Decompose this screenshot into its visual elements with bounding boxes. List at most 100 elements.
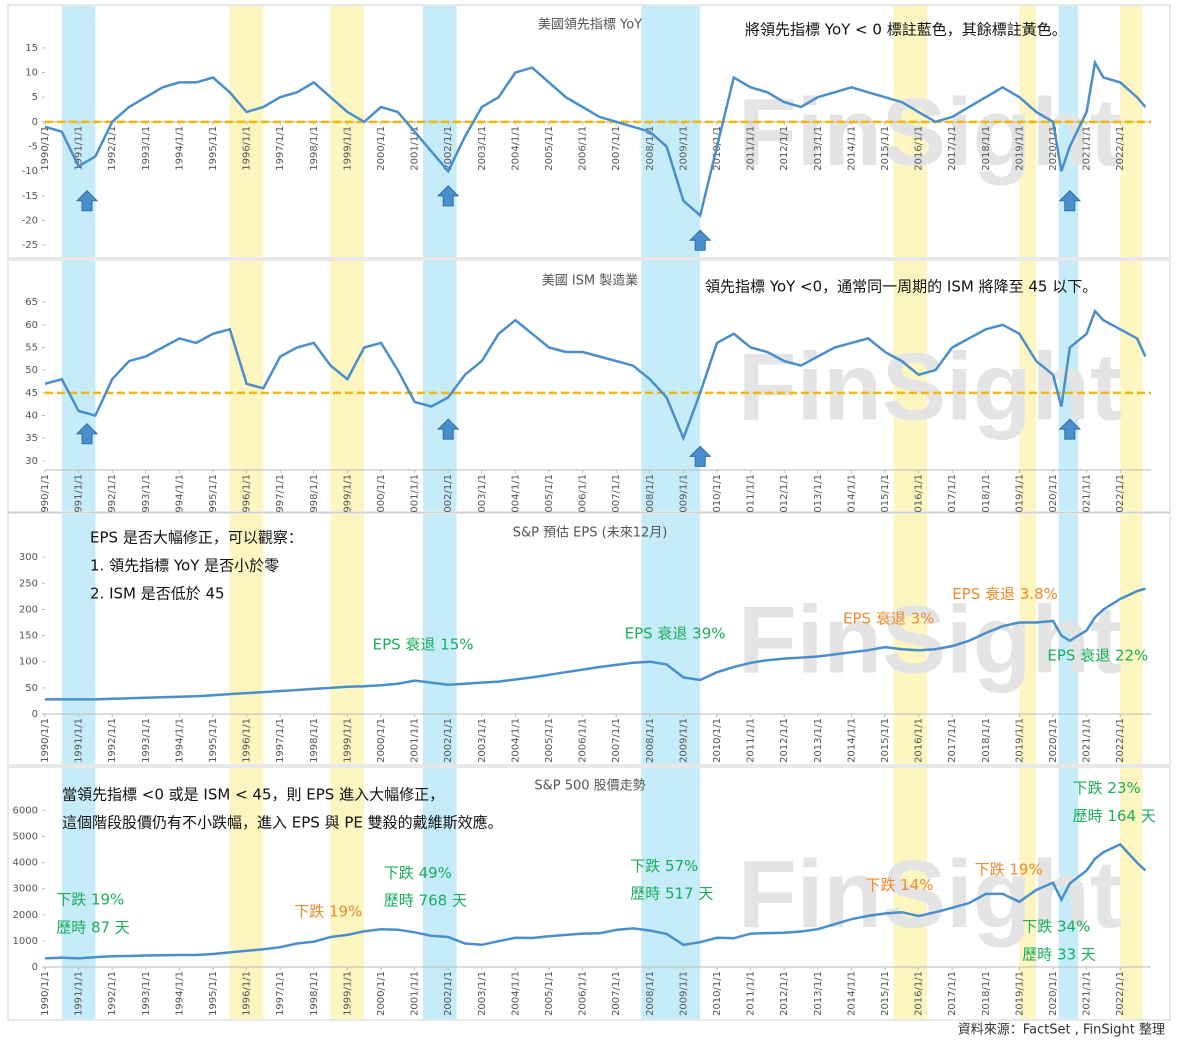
period-band xyxy=(1058,768,1079,1019)
x-tick-label: 1998/1/1 xyxy=(309,126,320,171)
up-arrow xyxy=(75,422,99,445)
data-line xyxy=(45,587,1146,701)
period-band xyxy=(893,514,927,764)
x-tick-label: 1996/1/1 xyxy=(242,474,253,519)
period-band xyxy=(1019,261,1037,511)
note: 1. 領先指標 YoY 是否小於零 xyxy=(90,557,279,575)
y-tick-label: -5 xyxy=(28,142,38,153)
x-tick-label: 2006/1/1 xyxy=(578,718,589,763)
y-tick-label: 100 xyxy=(19,657,38,668)
x-tick-label: 2016/1/1 xyxy=(914,474,925,519)
y-tick-label: 150 xyxy=(19,631,38,642)
x-tick-label: 2015/1/1 xyxy=(880,718,891,763)
period-band xyxy=(423,514,457,764)
x-tick-label: 2005/1/1 xyxy=(544,971,555,1016)
x-tick-label: 2016/1/1 xyxy=(914,126,925,171)
x-tick-label: 2014/1/1 xyxy=(846,718,857,763)
up-arrow xyxy=(436,185,460,207)
x-tick-label: 2013/1/1 xyxy=(813,126,824,171)
x-tick-label: 1995/1/1 xyxy=(208,971,219,1016)
x-tick-label: 2020/1/1 xyxy=(1048,718,1059,763)
annotation: 歷時 517 天 xyxy=(630,885,713,903)
y-tick-label: 65 xyxy=(25,297,38,308)
x-tick-label: 1993/1/1 xyxy=(141,474,152,519)
x-tick-label: 2002/1/1 xyxy=(443,474,454,519)
x-tick-label: 1993/1/1 xyxy=(141,718,152,763)
x-tick-label: 2019/1/1 xyxy=(1014,718,1025,763)
x-tick-label: 1991/1/1 xyxy=(74,971,85,1016)
panel-frame xyxy=(7,766,1171,1021)
x-tick-label: 2019/1/1 xyxy=(1014,474,1025,519)
x-tick-label: 2013/1/1 xyxy=(813,971,824,1016)
x-tick-label: 2005/1/1 xyxy=(544,474,555,519)
x-tick-label: 1993/1/1 xyxy=(141,126,152,171)
x-tick-label: 2008/1/1 xyxy=(645,971,656,1016)
x-tick-label: 2019/1/1 xyxy=(1014,971,1025,1016)
period-band xyxy=(641,514,701,764)
x-tick-label: 2021/1/1 xyxy=(1082,474,1093,519)
x-tick-label: 2014/1/1 xyxy=(846,474,857,519)
x-tick-label: 2018/1/1 xyxy=(981,718,992,763)
x-tick-label: 2012/1/1 xyxy=(779,126,790,171)
y-tick-label: 10 xyxy=(25,68,38,79)
period-band xyxy=(641,261,701,511)
x-tick-label: 2000/1/1 xyxy=(376,718,387,763)
x-tick-label: 1996/1/1 xyxy=(242,126,253,171)
period-band xyxy=(61,768,96,1019)
x-tick-label: 2022/1/1 xyxy=(1115,474,1126,519)
x-tick-label: 2011/1/1 xyxy=(746,718,757,763)
annotation: 下跌 14% xyxy=(865,876,933,894)
x-tick-label: 2019/1/1 xyxy=(1014,126,1025,171)
x-tick-label: 2010/1/1 xyxy=(712,474,723,519)
x-tick-label: 2014/1/1 xyxy=(846,971,857,1016)
x-tick-label: 1995/1/1 xyxy=(208,474,219,519)
y-tick-label: 200 xyxy=(19,604,38,615)
x-tick-label: 1999/1/1 xyxy=(342,718,353,763)
x-tick-label: 1990/1/1 xyxy=(40,971,51,1016)
x-tick-label: 2000/1/1 xyxy=(376,971,387,1016)
x-tick-label: 1991/1/1 xyxy=(74,474,85,519)
x-tick-label: 2001/1/1 xyxy=(410,474,421,519)
x-tick-label: 1998/1/1 xyxy=(309,971,320,1016)
x-tick-label: 1994/1/1 xyxy=(174,718,185,763)
x-tick-label: 2002/1/1 xyxy=(443,718,454,763)
x-tick-label: 2014/1/1 xyxy=(846,126,857,171)
x-tick-label: 2017/1/1 xyxy=(947,718,958,763)
period-band xyxy=(893,6,927,257)
annotation: 歷時 87 天 xyxy=(56,919,130,937)
chart-title: S&P 預估 EPS (未來12月) xyxy=(513,526,668,541)
x-tick-label: 2004/1/1 xyxy=(510,474,521,519)
y-tick-label: 35 xyxy=(25,433,38,444)
x-tick-label: 1995/1/1 xyxy=(208,126,219,171)
annotation: 下跌 57% xyxy=(630,857,698,875)
period-band xyxy=(893,768,927,1019)
period-band xyxy=(423,6,457,257)
x-tick-label: 2003/1/1 xyxy=(477,126,488,171)
x-tick-label: 2004/1/1 xyxy=(510,971,521,1016)
x-tick-label: 2017/1/1 xyxy=(947,126,958,171)
x-tick-label: 2015/1/1 xyxy=(880,474,891,519)
chart-title: 美國領先指標 YoY xyxy=(538,17,642,33)
x-tick-label: 2021/1/1 xyxy=(1082,126,1093,171)
period-band xyxy=(330,261,365,511)
y-tick-label: 50 xyxy=(25,365,38,376)
up-arrow xyxy=(1058,418,1082,440)
x-tick-label: 2010/1/1 xyxy=(712,971,723,1016)
chart-title: S&P 500 股價走勢 xyxy=(534,779,645,794)
x-tick-label: 1990/1/1 xyxy=(40,126,51,171)
watermark: FinSight xyxy=(738,79,1122,186)
y-tick-label: -15 xyxy=(22,191,38,202)
x-tick-label: 2011/1/1 xyxy=(746,474,757,519)
y-tick-label: 30 xyxy=(25,456,38,467)
x-tick-label: 2005/1/1 xyxy=(544,126,555,171)
x-tick-label: 1997/1/1 xyxy=(275,126,286,171)
x-tick-label: 2021/1/1 xyxy=(1082,718,1093,763)
x-tick-label: 2013/1/1 xyxy=(813,718,824,763)
y-tick-label: 45 xyxy=(25,388,38,399)
y-tick-label: -25 xyxy=(22,240,38,251)
x-tick-label: 1994/1/1 xyxy=(174,474,185,519)
annotation: 下跌 19% xyxy=(975,861,1043,879)
x-tick-label: 2012/1/1 xyxy=(779,971,790,1016)
x-tick-label: 2021/1/1 xyxy=(1082,971,1093,1016)
y-tick-label: 15 xyxy=(25,43,38,54)
